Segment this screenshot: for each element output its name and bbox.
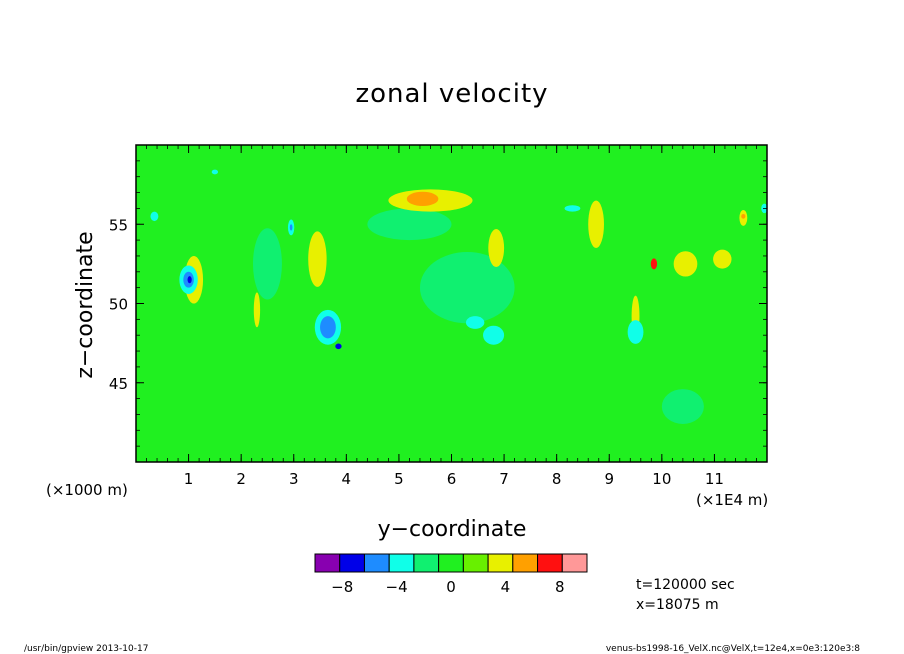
y-axis-ticks: 45 50 55	[109, 144, 767, 463]
contour-region	[150, 211, 159, 222]
colorbar-label: 4	[501, 578, 511, 596]
y-tick-label: 50	[109, 296, 128, 314]
colorbar-label: −4	[386, 578, 408, 596]
x-tick-label: 7	[499, 470, 509, 488]
x-tick-label: 8	[552, 470, 562, 488]
contour-region	[650, 258, 658, 270]
footer-left: /usr/bin/gpview 2013-10-17	[24, 644, 148, 654]
x-tick-label: 10	[652, 470, 671, 488]
contour-region	[406, 191, 439, 207]
contour-region	[483, 325, 505, 345]
colorbar-swatch	[314, 553, 341, 573]
contour-region	[308, 231, 327, 287]
x-scale-note: (×1000 m)	[46, 481, 128, 499]
colorbar-label: 8	[555, 578, 565, 596]
contour-region	[673, 251, 698, 277]
colorbar-swatch	[487, 553, 514, 573]
contour-region	[289, 224, 293, 231]
plot-area	[136, 145, 767, 462]
contour-region	[627, 320, 644, 344]
contour-region	[588, 200, 604, 249]
colorbar-swatch	[512, 553, 539, 573]
colorbar-swatch	[388, 553, 415, 573]
colorbar-swatch	[438, 553, 464, 573]
y-axis-title: z−coordinate	[73, 231, 98, 378]
x-position-annotation: x=18075 m	[636, 597, 719, 613]
colorbar-swatch	[462, 553, 489, 573]
x-tick-label: 9	[604, 470, 614, 488]
contour-region	[335, 343, 342, 350]
chart-title: zonal velocity	[355, 79, 548, 109]
colorbar-swatch	[413, 553, 440, 573]
x-tick-label: 3	[289, 470, 299, 488]
colorbar-swatch	[363, 553, 390, 573]
x-axis-title: y−coordinate	[378, 517, 527, 542]
contour-region	[713, 249, 732, 269]
x-tick-label: 11	[705, 470, 724, 488]
time-annotation: t=120000 sec	[636, 577, 735, 593]
contour-region	[488, 229, 505, 268]
colorbar-label: 0	[446, 578, 456, 596]
contour-region	[211, 169, 219, 175]
contour-region	[419, 251, 515, 324]
x-unit-note: (×1E4 m)	[696, 491, 768, 509]
x-tick-label: 5	[394, 470, 404, 488]
contour-regions	[150, 169, 767, 424]
colorbar-label: −8	[331, 578, 353, 596]
x-axis-ticks: 1 2 3 4 5 6 7 8 9 10 11	[135, 145, 768, 488]
footer-right: venus-bs1998-16_VelX.nc@VelX,t=12e4,x=0e…	[606, 644, 860, 654]
contour-region	[253, 292, 261, 328]
contour-region	[741, 213, 746, 219]
contour-region	[252, 228, 282, 300]
contour-region	[564, 205, 581, 212]
contour-region	[465, 316, 485, 329]
y-tick-label: 55	[109, 216, 128, 234]
contour-region	[367, 208, 452, 241]
y-tick-label: 45	[109, 375, 128, 393]
x-tick-label: 1	[184, 470, 194, 488]
contour-region	[187, 276, 192, 284]
colorbar: −8 −4 0 4 8	[314, 553, 588, 596]
x-tick-label: 4	[342, 470, 352, 488]
colorbar-swatch	[339, 553, 365, 573]
colorbar-swatch	[561, 553, 588, 573]
x-tick-label: 6	[447, 470, 457, 488]
contour-region	[320, 316, 336, 339]
contour-region	[661, 389, 704, 424]
colorbar-swatch	[537, 553, 563, 573]
x-tick-label: 2	[236, 470, 246, 488]
